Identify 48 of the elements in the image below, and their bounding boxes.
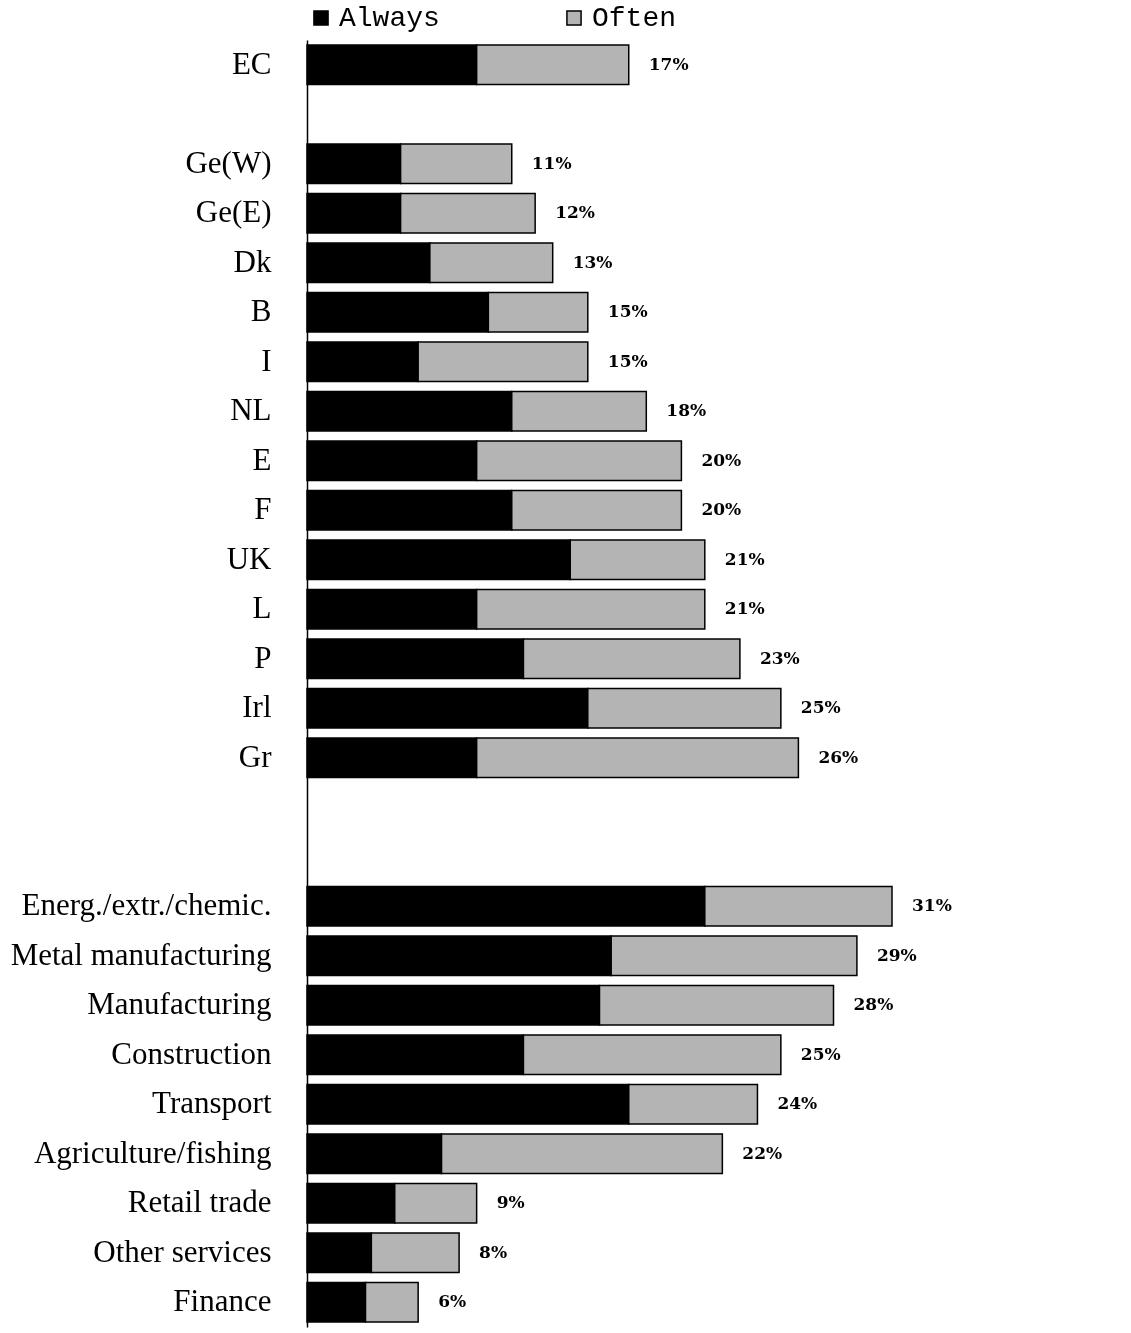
y-tick-label: Gr — [238, 738, 273, 774]
y-tick-label: Finance — [173, 1283, 272, 1319]
annotation: 20% — [701, 449, 742, 470]
y-tick-label: Agriculture/fishing — [33, 1134, 272, 1170]
legend-label: Always — [339, 3, 440, 34]
annotation: 24% — [777, 1093, 818, 1114]
annotation: 25% — [800, 1043, 841, 1064]
y-tick-label: Construction — [111, 1035, 272, 1071]
y-tick-label: Other services — [93, 1233, 272, 1269]
y-tick-label: EC — [231, 45, 272, 81]
legend-label: Often — [592, 3, 677, 34]
y-tick-label: F — [254, 491, 272, 527]
y-tick-label: Ge(E) — [195, 194, 272, 230]
annotation: 21% — [724, 548, 765, 569]
annotation: 17% — [648, 53, 689, 74]
y-tick-label: Manufacturing — [87, 986, 272, 1022]
annotation: 15% — [607, 301, 648, 322]
annotation: 26% — [818, 746, 859, 767]
y-tick-label: I — [261, 342, 272, 378]
y-tick-label: Energ./extr./chemic. — [21, 887, 272, 923]
annotation: 21% — [724, 598, 765, 619]
y-tick-label: Retail trade — [127, 1184, 272, 1220]
y-tick-label: P — [254, 639, 272, 675]
annotation: 29% — [876, 944, 917, 965]
y-tick-label: E — [252, 441, 272, 477]
y-tick-label: NL — [230, 392, 272, 428]
annotation: 20% — [701, 499, 742, 520]
annotation: 23% — [759, 647, 800, 668]
annotation: 8% — [479, 1241, 508, 1262]
y-tick-label: Metal manufacturing — [10, 936, 272, 972]
y-tick-label: Transport — [152, 1085, 272, 1121]
y-tick-label: UK — [226, 540, 273, 576]
annotation: 22% — [742, 1142, 783, 1163]
annotation: 13% — [572, 251, 613, 272]
annotation: 9% — [496, 1192, 525, 1213]
y-tick-label: B — [250, 293, 272, 329]
y-tick-label: Ge(W) — [185, 144, 272, 180]
annotation: 28% — [853, 994, 894, 1015]
annotation: 11% — [531, 152, 572, 173]
annotation: 15% — [607, 350, 648, 371]
annotation: 25% — [800, 697, 841, 718]
y-tick-label: Dk — [233, 243, 272, 279]
annotation: 18% — [666, 400, 707, 421]
annotation: 6% — [438, 1291, 467, 1312]
y-tick-label: Irl — [242, 689, 272, 725]
y-tick-label: L — [252, 590, 272, 626]
annotation: 12% — [555, 202, 595, 223]
annotation: 31% — [912, 895, 952, 916]
